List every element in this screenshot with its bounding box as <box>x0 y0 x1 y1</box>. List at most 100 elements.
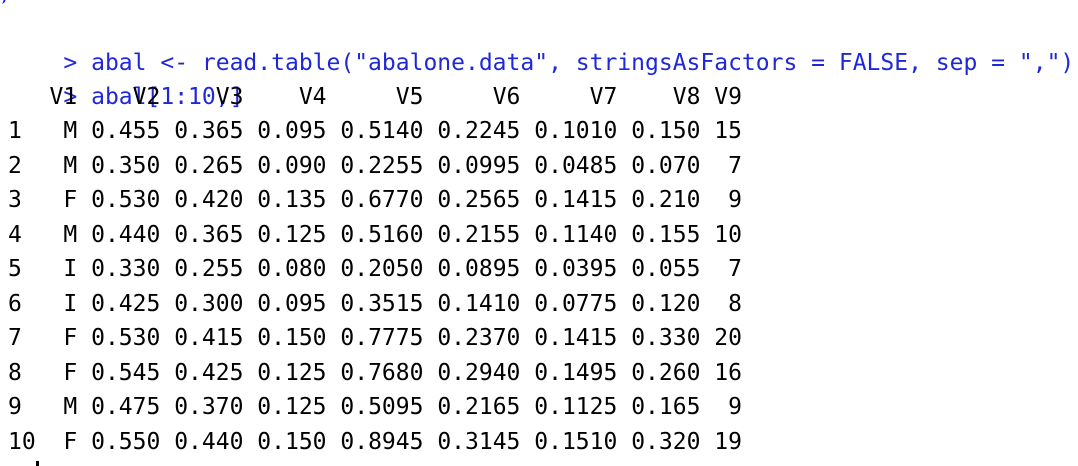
table-row: 6 I 0.425 0.300 0.095 0.3515 0.1410 0.07… <box>8 287 742 321</box>
table-cell: 0.455 <box>77 118 161 144</box>
row-index: 1 <box>8 118 36 144</box>
row-index: 9 <box>8 394 36 420</box>
table-cell: 0.2255 <box>326 152 424 179</box>
table-cell: 0.1010 <box>520 118 618 144</box>
table-cell: 0.1415 <box>520 187 618 213</box>
table-cell: 0.0995 <box>423 152 521 179</box>
table-cell: 19 <box>700 428 742 455</box>
row-index: 6 <box>8 290 36 317</box>
table-cell: 0.2050 <box>326 256 424 282</box>
column-header: V7 <box>520 84 618 110</box>
text-cursor <box>36 461 39 466</box>
table-cell: 0.125 <box>243 221 327 248</box>
table-cell: 0.530 <box>77 325 161 351</box>
table-cell: 0.545 <box>77 359 161 386</box>
table-cell: 16 <box>700 359 742 386</box>
table-cell: 0.1415 <box>520 325 618 351</box>
table-cell: 0.265 <box>160 152 244 179</box>
prompt-symbol: > <box>63 84 78 110</box>
table-row: 8 F 0.545 0.425 0.125 0.7680 0.2940 0.14… <box>8 356 742 390</box>
table-cell: 0.8945 <box>326 428 424 455</box>
table-cell: 0.365 <box>160 118 244 144</box>
table-cell: 0.1140 <box>520 221 618 248</box>
table-cell: 0.2370 <box>423 325 521 351</box>
table-cell: 0.330 <box>617 325 701 351</box>
table-cell: 0.425 <box>160 359 244 386</box>
table-cell: 8 <box>700 290 742 317</box>
table-row: 7 F 0.530 0.415 0.150 0.7775 0.2370 0.14… <box>8 321 742 355</box>
table-cell: 15 <box>700 118 742 144</box>
table-cell: M <box>35 118 78 144</box>
table-cell: M <box>35 152 78 179</box>
table-cell: 0.0895 <box>423 256 521 282</box>
row-index: 7 <box>8 325 36 351</box>
column-header: V1 <box>35 84 78 110</box>
table-cell: 0.475 <box>77 394 161 420</box>
table-cell: I <box>35 256 78 282</box>
table-cell: 0.2155 <box>423 221 521 248</box>
column-header: V2 <box>77 84 161 110</box>
table-cell: 0.5140 <box>326 118 424 144</box>
column-header: V3 <box>160 84 244 110</box>
table-cell: 0.125 <box>243 394 327 420</box>
table-cell: 0.150 <box>617 118 701 144</box>
table-cell: 0.150 <box>243 428 327 455</box>
table-cell: 0.2565 <box>423 187 521 213</box>
table-cell: 0.0485 <box>520 152 618 179</box>
table-cell: 0.440 <box>160 428 244 455</box>
table-cell: 0.1510 <box>520 428 618 455</box>
table-cell: 0.135 <box>243 187 327 213</box>
table-cell: 0.155 <box>617 221 701 248</box>
column-header: V8 <box>617 84 701 110</box>
table-cell: 0.6770 <box>326 187 424 213</box>
table-cell: 0.055 <box>617 256 701 282</box>
table-row: 5 I 0.330 0.255 0.080 0.2050 0.0895 0.03… <box>8 252 742 286</box>
table-cell: 0.090 <box>243 152 327 179</box>
table-cell: 0.150 <box>243 325 327 351</box>
table-cell: 0.2165 <box>423 394 521 420</box>
table-cell: 10 <box>700 221 742 248</box>
command-text: abal <- read.table("abalone.data", strin… <box>91 50 1075 76</box>
previous-output-fragment <box>2 0 18 4</box>
table-cell: 0.330 <box>77 256 161 282</box>
table-cell: 0.420 <box>160 187 244 213</box>
table-cell: 0.095 <box>243 118 327 144</box>
column-header: V6 <box>423 84 521 110</box>
table-cell: I <box>35 290 78 317</box>
table-cell: 0.080 <box>243 256 327 282</box>
table-cell: F <box>35 359 78 386</box>
table-cell: 0.350 <box>77 152 161 179</box>
table-cell: 0.7680 <box>326 359 424 386</box>
table-row: 4 M 0.440 0.365 0.125 0.5160 0.2155 0.11… <box>8 218 742 252</box>
table-cell: 0.5095 <box>326 394 424 420</box>
table-cell: 0.415 <box>160 325 244 351</box>
prompt-symbol: > <box>63 50 78 76</box>
table-row: 10 F 0.550 0.440 0.150 0.8945 0.3145 0.1… <box>8 425 742 459</box>
table-cell: 9 <box>700 394 742 420</box>
row-index: 5 <box>8 256 36 282</box>
table-cell: 0.7775 <box>326 325 424 351</box>
column-header: V4 <box>243 84 327 110</box>
table-cell: M <box>35 394 78 420</box>
table-row: 9 M 0.475 0.370 0.125 0.5095 0.2165 0.11… <box>8 390 742 424</box>
table-cell: 7 <box>700 256 742 282</box>
table-cell: 0.255 <box>160 256 244 282</box>
command-text: abal[1:10,] <box>91 84 244 110</box>
table-cell: M <box>35 221 78 248</box>
table-cell: 20 <box>700 325 742 351</box>
table-cell: 0.2940 <box>423 359 521 386</box>
table-row: 1 M 0.455 0.365 0.095 0.5140 0.2245 0.10… <box>8 114 742 148</box>
column-header: V9 <box>700 84 742 110</box>
table-cell: 0.260 <box>617 359 701 386</box>
table-cell: 0.370 <box>160 394 244 420</box>
table-cell: 7 <box>700 152 742 179</box>
row-index: 10 <box>8 428 36 455</box>
column-header: V5 <box>326 84 424 110</box>
row-index: 8 <box>8 359 36 386</box>
table-cell: 0.0775 <box>520 290 618 317</box>
table-cell: 0.165 <box>617 394 701 420</box>
table-cell: 0.425 <box>77 290 161 317</box>
command-line-1: > abal <- read.table("abalone.data", str… <box>8 12 1074 76</box>
table-cell: 0.095 <box>243 290 327 317</box>
